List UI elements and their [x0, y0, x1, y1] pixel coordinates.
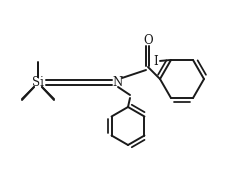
Text: O: O	[143, 35, 153, 47]
Text: N: N	[113, 75, 123, 89]
Text: I: I	[154, 55, 158, 69]
Text: Si: Si	[32, 75, 44, 89]
